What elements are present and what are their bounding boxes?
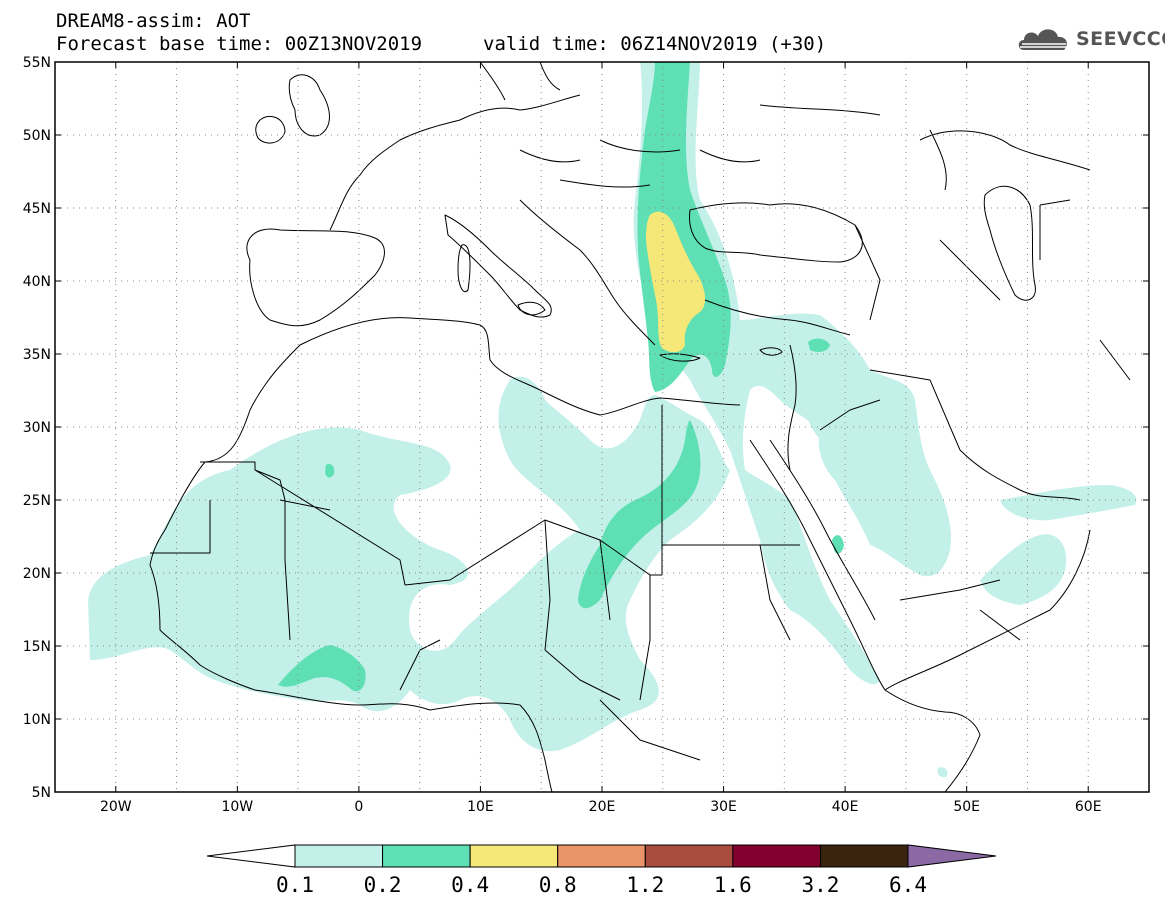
colorbar-segment: [469, 844, 559, 868]
colorbar-segment: [732, 844, 821, 868]
lat-tick-label: 50N: [23, 128, 51, 144]
lon-tick-label: 10E: [467, 799, 494, 815]
colorbar-segment: [644, 844, 734, 868]
colorbar-segment: [819, 844, 909, 868]
map-grid: [55, 62, 1149, 792]
colorbar-label: 0.8: [539, 873, 577, 897]
aot-contour-0.1: [88, 62, 1137, 778]
base-time: Forecast base time: 00Z13NOV2019: [56, 33, 423, 55]
colorbar-arrow-low: [206, 844, 296, 868]
aot-contour-0.4: [646, 211, 706, 353]
axis-ticks: [55, 61, 1149, 793]
lat-tick-label: 35N: [23, 347, 51, 363]
seevccc-logo: SEEVCCC: [1016, 22, 1165, 56]
axis-labels: 20W 10W 0 10E 20E 30E 40E 50E 60E 55N 50N 45N 40N 35N…: [23, 55, 1102, 815]
lon-tick-label: 50E: [953, 799, 980, 815]
colorbar-segment: [382, 844, 471, 868]
colorbar-label: 0.4: [451, 873, 489, 897]
colorbar-label: 1.6: [714, 873, 752, 897]
map-title: DREAM8-assim: AOT: [56, 10, 251, 32]
lat-tick-label: 40N: [23, 274, 51, 290]
aot-contour-fields: [88, 62, 1137, 778]
logo-text: SEEVCCC: [1076, 28, 1165, 50]
lat-tick-label: 30N: [23, 420, 51, 436]
colorbar-label: 6.4: [889, 873, 927, 897]
lon-tick-label: 40E: [832, 799, 859, 815]
valid-time: valid time: 06Z14NOV2019 (+30): [483, 33, 827, 55]
lat-tick-label: 55N: [23, 55, 51, 71]
colorbar-segment: [294, 844, 384, 868]
lat-tick-label: 15N: [23, 639, 51, 655]
lon-tick-label: 60E: [1075, 799, 1102, 815]
lon-tick-label: 20E: [589, 799, 616, 815]
lat-tick-label: 10N: [23, 712, 51, 728]
colorbar-segment: [557, 844, 646, 868]
lon-tick-label: 0: [354, 799, 363, 815]
lat-tick-label: 25N: [23, 493, 51, 509]
lon-tick-label: 10W: [221, 799, 253, 815]
lat-tick-label: 45N: [23, 201, 51, 217]
colorbar-arrow-high: [907, 844, 997, 868]
lon-tick-label: 30E: [710, 799, 737, 815]
cloud-logo-icon: [1018, 29, 1068, 50]
lon-tick-label: 20W: [100, 799, 132, 815]
colorbar-label: 1.2: [626, 873, 664, 897]
colorbar-label: 3.2: [801, 873, 839, 897]
colorbar-label: 0.1: [276, 873, 314, 897]
coastlines-and-borders: [149, 62, 1131, 792]
aot-colorbar: 0.1 0.2 0.4 0.8 1.2 1.6 3.2 6.4: [206, 844, 997, 897]
lat-tick-label: 20N: [23, 566, 51, 582]
colorbar-label: 0.2: [364, 873, 402, 897]
forecast-time-line: Forecast base time: 00Z13NOV2019 valid ti…: [56, 33, 826, 55]
lat-tick-label: 5N: [32, 785, 51, 801]
